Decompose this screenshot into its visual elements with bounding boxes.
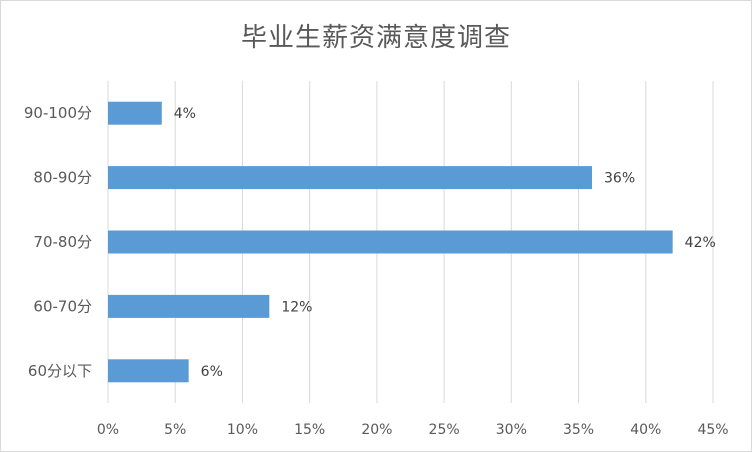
x-tick-label: 20% [361,422,392,438]
x-tick-labels: 0% 5% 10% 15% 20% 25% 30% 35% 40% 45% [97,422,729,438]
chart-title: 毕业生薪资满意度调查 [240,23,511,53]
bars [108,101,673,383]
bar-value-label: 4% [174,106,196,122]
bar-value-label: 12% [281,299,312,315]
bar-value-label: 42% [685,235,716,251]
category-label: 60-70分 [33,297,92,315]
bar-value-label: 6% [201,364,223,380]
category-label: 70-80分 [33,233,92,251]
x-tick-label: 40% [630,422,661,438]
bar [108,359,189,383]
bar [108,166,592,190]
x-tick-label: 35% [563,422,594,438]
bar [108,230,673,254]
bar-value-label: 36% [604,171,635,187]
category-label: 90-100分 [24,104,92,122]
bar [108,294,270,318]
data-labels: 4% 36% 42% 12% 6% [174,106,716,380]
bar [108,101,162,125]
x-tick-label: 0% [97,422,119,438]
x-tick-label: 25% [429,422,460,438]
x-tick-label: 15% [294,422,325,438]
x-tick-label: 45% [697,422,728,438]
x-tick-label: 30% [496,422,527,438]
category-label: 60分以下 [28,362,92,380]
x-tick-label: 10% [227,422,258,438]
category-label: 80-90分 [33,169,92,187]
x-tick-label: 5% [164,422,186,438]
category-labels: 90-100分 80-90分 70-80分 60-70分 60分以下 [24,104,92,380]
